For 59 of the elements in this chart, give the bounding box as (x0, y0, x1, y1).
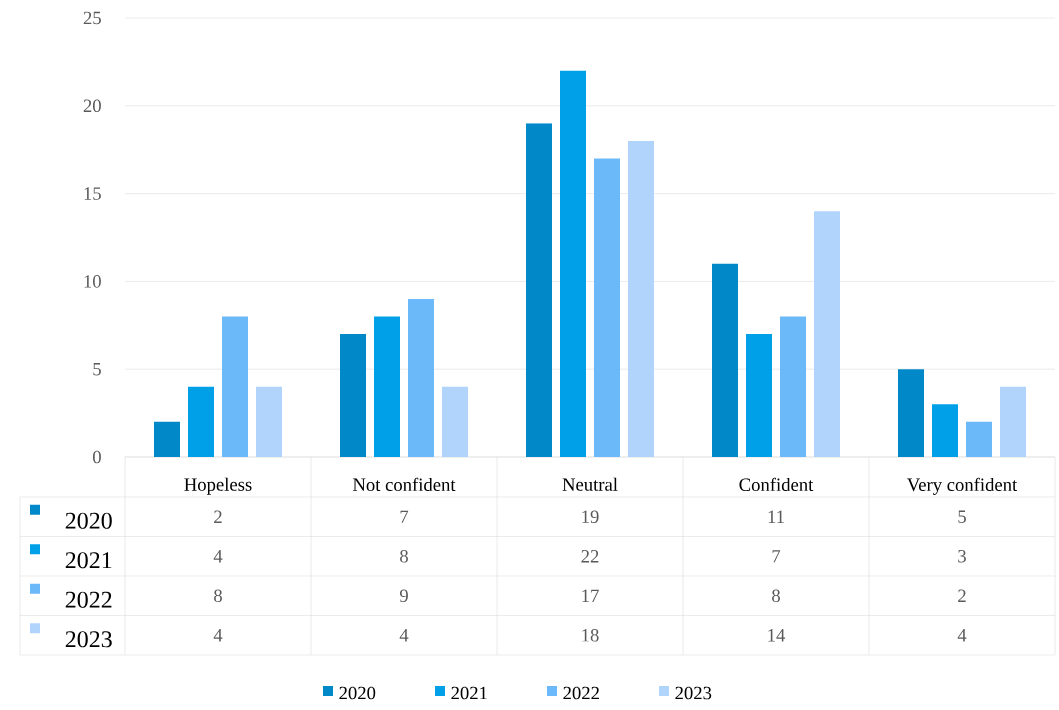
data-label: 5 (958, 510, 966, 523)
data-label: 18 (582, 628, 599, 642)
bar (966, 421, 993, 457)
data-label: 2 (958, 589, 966, 602)
data-label: 8 (772, 589, 780, 603)
x-tick-label: Hopeless (184, 477, 252, 495)
bar (746, 334, 773, 457)
bar (814, 211, 841, 457)
bar (1000, 386, 1027, 457)
y-tick-label: 25 (83, 11, 101, 25)
bar (560, 70, 586, 457)
bar (188, 386, 214, 457)
bar (780, 316, 807, 457)
bar (932, 404, 959, 457)
bar (628, 140, 655, 457)
data-label: 4 (957, 629, 967, 642)
data-label: 8 (214, 589, 222, 603)
data-label: 19 (582, 510, 599, 524)
x-tick-label: Neutral (562, 477, 618, 491)
legend-label: 2020 (65, 512, 112, 529)
text: 2023 (675, 686, 712, 700)
bar (712, 263, 738, 457)
bar (442, 386, 469, 457)
bar (340, 334, 366, 457)
x-tick-label: Very confident (907, 477, 1018, 495)
data-label: 7 (400, 510, 409, 523)
data-label: 9 (399, 589, 408, 603)
data-label: 11 (768, 510, 784, 523)
data-label: 3 (958, 549, 966, 563)
bar (374, 316, 401, 457)
bar (222, 316, 249, 457)
data-label: 4 (213, 550, 223, 563)
text: 2022 (563, 686, 599, 700)
text: 2021 (451, 686, 487, 700)
data-label: 17 (582, 589, 599, 602)
data-label: 7 (772, 550, 781, 563)
bar (408, 298, 434, 457)
y-tick-label: 10 (84, 275, 101, 288)
legend-label: 2023 (65, 631, 112, 648)
y-tick-label: 0 (93, 450, 101, 464)
data-label: 22 (581, 550, 599, 563)
data-label: 8 (400, 549, 408, 563)
bar (594, 158, 621, 457)
x-tick-label: Confident (739, 477, 814, 492)
bar (526, 123, 553, 457)
data-label: 4 (213, 629, 223, 642)
text: 2020 (339, 686, 376, 700)
legend-label: 2022 (65, 591, 112, 608)
bar (256, 386, 282, 457)
bar (154, 421, 180, 457)
legend-label: 2021 (65, 552, 112, 569)
y-tick-label: 5 (93, 362, 101, 376)
bar (898, 369, 925, 457)
data-label: 2 (214, 510, 222, 523)
data-label: 14 (768, 629, 786, 642)
y-tick-label: 15 (84, 187, 101, 200)
y-tick-label: 20 (83, 99, 101, 113)
x-tick-label: Not confident (352, 477, 456, 492)
data-label: 4 (399, 629, 409, 642)
